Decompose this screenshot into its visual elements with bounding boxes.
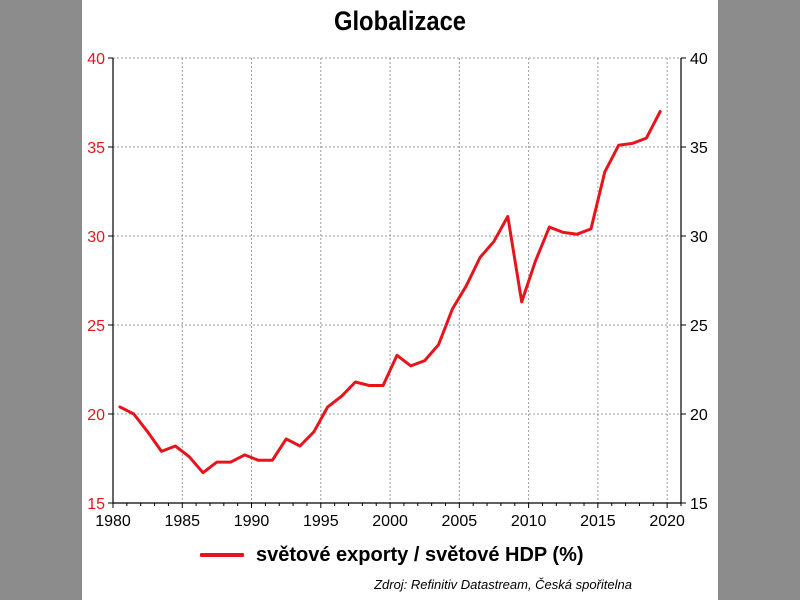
x-tick-label: 1985 — [164, 513, 200, 530]
series-line-0 — [118, 109, 662, 475]
x-tick-label: 2015 — [580, 513, 616, 530]
x-tick-label: 1995 — [303, 513, 339, 530]
x-tick-label: 1990 — [234, 513, 270, 530]
y-tick-label-right: 40 — [690, 51, 708, 68]
chart-title: Globalizace — [333, 6, 467, 36]
x-tick-label: 2010 — [511, 513, 547, 530]
y-tick-label-left: 30 — [87, 229, 105, 246]
y-tick-label-left: 40 — [87, 51, 105, 68]
y-tick-label-left: 25 — [87, 318, 105, 335]
y-tick-label-left: 20 — [87, 407, 105, 424]
legend: světové exporty / světové HDP (%) — [200, 540, 584, 570]
x-tick-label: 2005 — [442, 513, 478, 530]
source-note: Zdroj: Refinitiv Datastream, Česká spoři… — [374, 577, 632, 592]
x-tick-label: 2020 — [649, 513, 685, 530]
grid-lines — [113, 57, 681, 503]
y-tick-label-left: 35 — [87, 140, 105, 157]
y-tick-label-right: 15 — [690, 496, 708, 513]
x-tick-label: 1980 — [95, 513, 131, 530]
y-tick-label-right: 35 — [690, 140, 708, 157]
legend-swatch — [200, 553, 244, 557]
legend-label: světové exporty / světové HDP (%) — [256, 543, 584, 566]
y-tick-label-left: 15 — [87, 496, 105, 513]
y-tick-label-right: 25 — [690, 318, 708, 335]
x-tick-label: 2000 — [372, 513, 408, 530]
y-tick-label-right: 30 — [690, 229, 708, 246]
y-tick-label-right: 20 — [690, 407, 708, 424]
axes — [108, 57, 686, 508]
series-group — [118, 109, 662, 475]
chart-panel: Globalizace 15 15 20 20 25 25 30 30 35 35 40 40 1980… — [82, 0, 718, 600]
